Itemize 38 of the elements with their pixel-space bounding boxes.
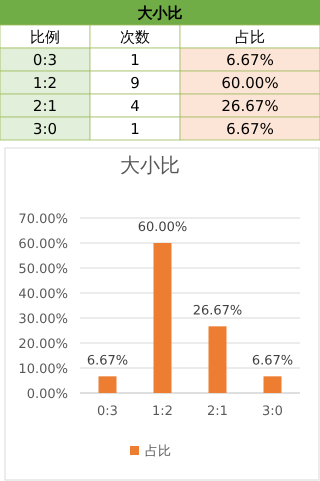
data-label: 26.67% [192,303,242,318]
text: 比例 [30,28,60,46]
y-tick-label: 40.00% [18,287,68,302]
y-tick-label: 30.00% [18,312,68,327]
bar [208,326,226,393]
x-tick-label: 0:3 [97,404,118,419]
chart-title: 大小比 [120,153,180,177]
x-tick-label: 3:0 [262,404,283,419]
y-tick-label: 10.00% [18,362,68,377]
y-tick-label: 70.00% [18,212,68,227]
bar [154,243,172,393]
data-label: 4 [130,97,140,115]
data-label: 6.67% [226,51,274,69]
y-tick-label: 0.00% [26,387,68,402]
data-label: 1 [130,120,140,138]
data-label: 1 [130,51,140,69]
legend-label: 占比 [145,444,171,459]
series-label: 次数 [120,28,150,46]
data-label: 60.00% [221,74,279,92]
category-label: 1:2 [32,74,58,92]
category-label: 2:1 [32,97,58,115]
data-label: 60.00% [138,220,188,235]
bar [264,376,282,393]
data-label: 6.67% [252,353,294,368]
data-label: 6.67% [226,120,274,138]
y-tick-label: 60.00% [18,237,68,252]
bar [98,376,116,393]
y-tick-label: 50.00% [18,262,68,277]
data-label: 26.67% [221,97,279,115]
data-label: 6.67% [86,353,128,368]
category-label: 0:3 [32,51,58,69]
data-label: 9 [130,74,140,92]
text: 大小比 [138,4,182,22]
category-label: 3:0 [32,120,58,138]
series-label: 占比 [235,28,265,46]
x-tick-label: 2:1 [207,404,228,419]
y-tick-label: 20.00% [18,337,68,352]
x-tick-label: 1:2 [152,404,173,419]
